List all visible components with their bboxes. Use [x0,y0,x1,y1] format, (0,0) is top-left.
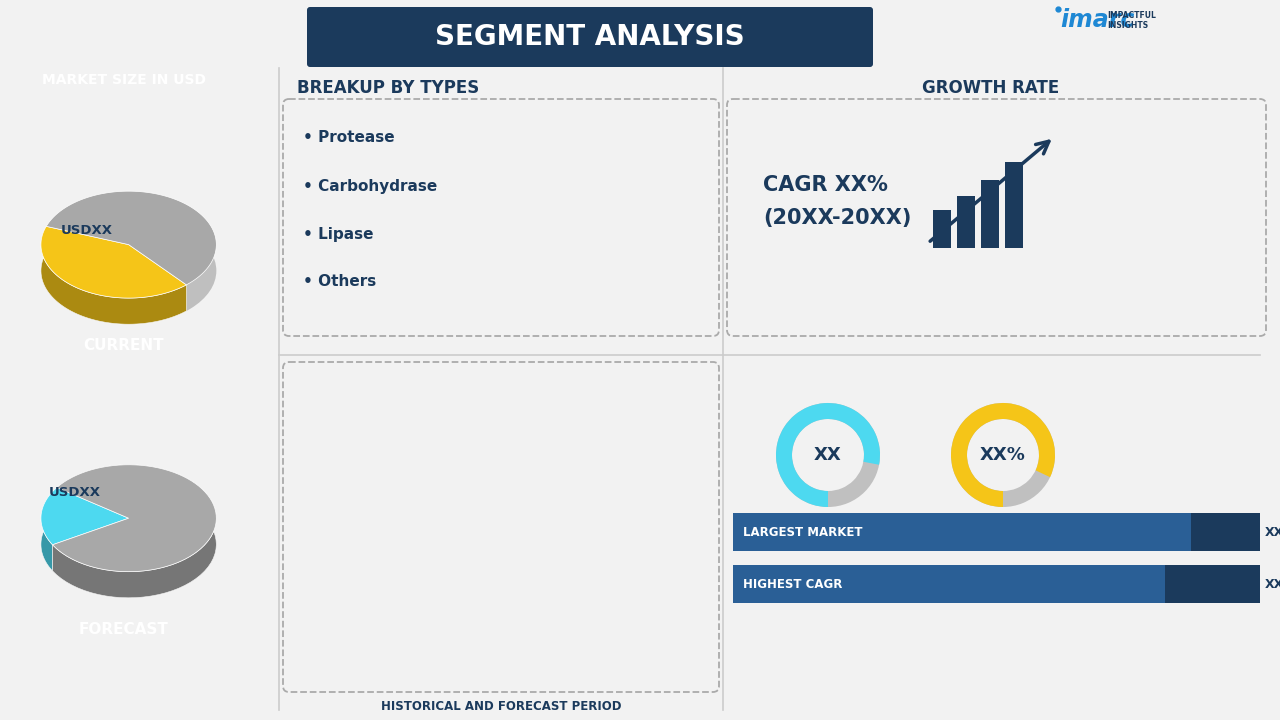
Text: LARGEST MARKET: LARGEST MARKET [742,526,863,539]
Bar [933,210,951,248]
Bar [980,180,998,248]
FancyBboxPatch shape [307,7,873,67]
Wedge shape [951,403,1055,507]
Text: USDXX: USDXX [60,224,113,237]
Text: (20XX-20XX): (20XX-20XX) [763,208,911,228]
Polygon shape [46,192,216,285]
Text: MARKET SIZE IN USD: MARKET SIZE IN USD [42,73,206,87]
Bar [733,513,1190,551]
Bar [733,565,1165,603]
Bar [1005,162,1023,248]
FancyBboxPatch shape [283,99,719,336]
FancyBboxPatch shape [283,362,719,692]
Text: XX%: XX% [1265,577,1280,590]
Wedge shape [776,403,879,507]
Polygon shape [52,465,216,572]
Text: SEGMENT ANALYSIS: SEGMENT ANALYSIS [435,23,745,51]
Polygon shape [41,226,187,324]
Text: USDXX: USDXX [49,485,100,498]
FancyBboxPatch shape [727,99,1266,336]
Text: 20XX: 20XX [344,603,355,634]
Text: FORECAST: FORECAST [79,623,169,637]
Wedge shape [776,403,881,507]
Text: CURRENT: CURRENT [83,338,164,353]
Polygon shape [41,487,129,545]
Bar [442,503,518,655]
Bar [733,565,1260,603]
Wedge shape [951,403,1055,507]
Text: IMPACTFUL: IMPACTFUL [1107,12,1156,20]
Text: • Others: • Others [303,274,376,289]
Bar [733,513,1260,551]
Text: • Carbohydrase: • Carbohydrase [303,179,438,194]
Text: XX: XX [814,446,842,464]
Text: imarc: imarc [1060,8,1134,32]
Text: • Protease: • Protease [303,130,394,145]
Polygon shape [41,487,56,571]
Text: BREAKUP BY TYPES: BREAKUP BY TYPES [297,79,479,97]
Text: GROWTH RATE: GROWTH RATE [923,79,1060,97]
Bar [957,196,975,248]
Polygon shape [52,465,216,598]
Text: HISTORICAL: HISTORICAL [448,490,513,499]
Text: XX%: XX% [980,446,1027,464]
Text: • Lipase: • Lipase [303,227,374,241]
Bar [572,408,650,655]
Text: INSIGHTS: INSIGHTS [1107,22,1148,30]
Text: XX: XX [1265,526,1280,539]
Text: FORECAST: FORECAST [582,395,640,405]
Text: 20XX-20XX: 20XX-20XX [605,499,616,564]
Text: HIGHEST CAGR: HIGHEST CAGR [742,577,842,590]
Ellipse shape [41,491,216,598]
Polygon shape [41,226,187,298]
Text: CAGR XX%: CAGR XX% [763,175,888,195]
Ellipse shape [41,217,216,324]
Text: 20XX-20XX: 20XX-20XX [475,546,485,611]
Bar [311,582,388,655]
Text: HISTORICAL AND FORECAST PERIOD: HISTORICAL AND FORECAST PERIOD [380,700,621,713]
